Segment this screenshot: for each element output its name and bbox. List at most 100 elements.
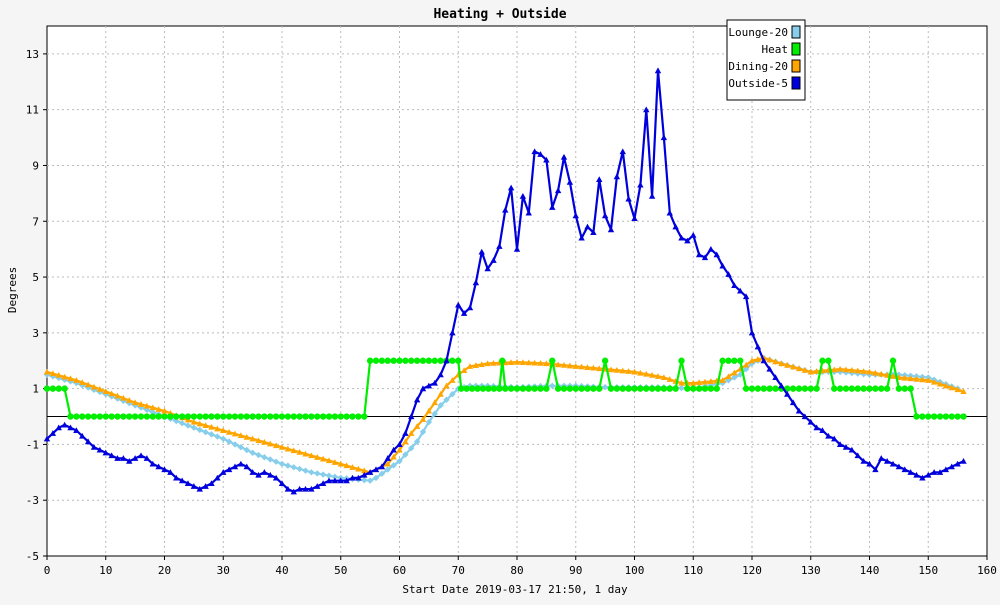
data-point-lounge-20 bbox=[184, 422, 192, 429]
data-point-outside-5 bbox=[525, 209, 532, 216]
data-point-outside-5 bbox=[948, 463, 955, 470]
data-point-outside-5 bbox=[96, 446, 104, 453]
data-point-outside-5 bbox=[848, 446, 856, 453]
data-point-lounge-20 bbox=[413, 438, 421, 445]
data-point-dining-20 bbox=[249, 435, 256, 442]
data-point-outside-5 bbox=[349, 474, 356, 481]
data-point-dining-20 bbox=[49, 370, 57, 377]
data-point-heat bbox=[243, 413, 250, 420]
data-point-heat bbox=[507, 385, 515, 392]
data-point-dining-20 bbox=[261, 438, 268, 445]
data-point-lounge-20 bbox=[390, 462, 397, 469]
data-point-dining-20 bbox=[131, 399, 139, 406]
data-point-outside-5 bbox=[936, 469, 944, 475]
data-point-heat bbox=[725, 357, 732, 364]
data-point-outside-5 bbox=[737, 287, 744, 294]
data-point-outside-5 bbox=[149, 460, 156, 467]
data-point-outside-5 bbox=[878, 455, 885, 461]
data-point-lounge-20 bbox=[249, 449, 256, 456]
data-point-heat bbox=[607, 385, 615, 392]
data-point-heat bbox=[325, 413, 333, 420]
data-point-dining-20 bbox=[554, 361, 562, 368]
data-point-dining-20 bbox=[84, 381, 92, 388]
y-tick-label: 5 bbox=[32, 271, 39, 284]
data-point-dining-20 bbox=[631, 368, 638, 375]
data-point-outside-5 bbox=[314, 483, 321, 489]
data-point-dining-20 bbox=[860, 368, 867, 374]
legend-swatch bbox=[791, 25, 801, 39]
y-tick-label: 13 bbox=[26, 48, 39, 61]
x-tick-label: 130 bbox=[801, 564, 821, 577]
grid-layer bbox=[47, 26, 987, 556]
data-point-heat bbox=[666, 385, 673, 392]
data-point-heat bbox=[678, 357, 685, 364]
data-point-dining-20 bbox=[255, 437, 262, 444]
data-point-outside-5 bbox=[566, 179, 574, 185]
data-point-lounge-20 bbox=[267, 456, 274, 463]
data-point-dining-20 bbox=[954, 386, 961, 393]
data-point-outside-5 bbox=[343, 477, 350, 484]
data-point-heat bbox=[372, 357, 380, 364]
data-point-lounge-20 bbox=[214, 433, 221, 440]
data-point-outside-5 bbox=[748, 329, 756, 336]
data-point-dining-20 bbox=[449, 377, 456, 383]
data-point-outside-5 bbox=[502, 206, 509, 213]
data-point-dining-20 bbox=[302, 450, 309, 457]
data-point-heat bbox=[684, 385, 691, 392]
data-point-dining-20 bbox=[507, 359, 515, 365]
data-point-heat bbox=[713, 385, 720, 392]
x-tick-label: 90 bbox=[569, 564, 582, 577]
data-point-outside-5 bbox=[114, 455, 121, 461]
data-point-lounge-20 bbox=[449, 391, 456, 398]
data-point-outside-5 bbox=[496, 243, 503, 249]
data-point-outside-5 bbox=[519, 192, 527, 199]
data-point-heat bbox=[425, 357, 433, 364]
data-point-dining-20 bbox=[484, 360, 491, 367]
data-point-outside-5 bbox=[261, 469, 268, 475]
data-point-heat bbox=[355, 413, 362, 420]
data-point-dining-20 bbox=[472, 362, 480, 368]
data-point-outside-5 bbox=[895, 463, 903, 470]
data-point-outside-5 bbox=[678, 234, 685, 241]
data-point-outside-5 bbox=[466, 304, 474, 311]
x-tick-label: 140 bbox=[860, 564, 880, 577]
data-point-outside-5 bbox=[55, 424, 62, 431]
data-point-heat bbox=[255, 413, 262, 420]
data-point-dining-20 bbox=[55, 372, 62, 378]
data-point-outside-5 bbox=[173, 474, 180, 481]
data-point-dining-20 bbox=[220, 427, 227, 434]
data-point-outside-5 bbox=[460, 310, 468, 316]
series-outside-5 bbox=[43, 67, 967, 495]
data-point-lounge-20 bbox=[290, 464, 297, 471]
y-tick-label: 1 bbox=[32, 383, 39, 396]
data-point-outside-5 bbox=[813, 424, 820, 431]
data-point-heat bbox=[143, 413, 151, 420]
data-point-outside-5 bbox=[255, 471, 262, 478]
data-point-outside-5 bbox=[831, 435, 838, 442]
series-line-dining-20 bbox=[46, 356, 964, 474]
data-point-dining-20 bbox=[513, 358, 521, 365]
data-point-dining-20 bbox=[537, 360, 544, 366]
data-point-heat bbox=[601, 357, 609, 364]
data-point-dining-20 bbox=[654, 373, 662, 379]
data-point-dining-20 bbox=[666, 376, 673, 382]
data-point-dining-20 bbox=[143, 402, 151, 409]
data-point-heat bbox=[149, 413, 156, 420]
data-point-heat bbox=[67, 413, 74, 420]
data-point-heat bbox=[390, 357, 397, 364]
data-point-lounge-20 bbox=[402, 451, 409, 458]
data-point-heat bbox=[366, 357, 374, 364]
data-point-dining-20 bbox=[79, 379, 86, 386]
data-point-dining-20 bbox=[96, 385, 104, 392]
data-point-lounge-20 bbox=[231, 441, 239, 448]
data-point-heat bbox=[468, 385, 476, 392]
data-point-outside-5 bbox=[449, 329, 456, 336]
data-point-outside-5 bbox=[560, 153, 568, 160]
data-point-outside-5 bbox=[231, 463, 239, 470]
data-point-outside-5 bbox=[784, 391, 791, 397]
data-point-dining-20 bbox=[519, 359, 527, 365]
data-point-dining-20 bbox=[443, 382, 450, 389]
data-point-outside-5 bbox=[836, 441, 844, 447]
data-point-heat bbox=[278, 413, 286, 420]
